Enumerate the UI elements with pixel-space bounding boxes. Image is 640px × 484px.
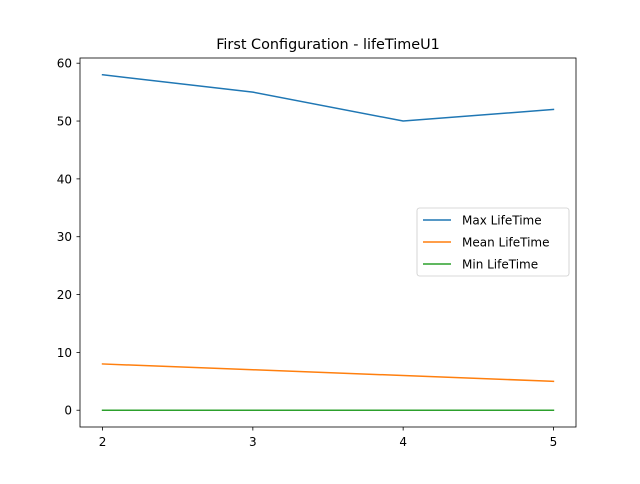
y-tick-label: 60	[57, 57, 72, 71]
x-tick-label: 2	[99, 435, 107, 449]
chart-title: First Configuration - lifeTimeU1	[216, 37, 440, 53]
series-line-mean-lifetime	[101, 363, 555, 383]
series-layer	[101, 73, 555, 411]
y-tick-label: 20	[57, 288, 72, 302]
legend: Max LifeTime Mean LifeTime Min LifeTime	[416, 207, 570, 277]
legend-entry-label: Max LifeTime	[462, 214, 542, 228]
legend-box	[416, 207, 570, 277]
x-tick-label: 4	[399, 435, 407, 449]
y-tick-label: 50	[57, 115, 72, 129]
legend-entry-label: Mean LifeTime	[462, 236, 550, 250]
x-tick-label: 5	[550, 435, 558, 449]
y-tick-label: 10	[57, 346, 72, 360]
legend-entry-label: Min LifeTime	[462, 258, 538, 272]
x-tick-label: 3	[249, 435, 257, 449]
x-axis: 2 3 4 5	[99, 427, 558, 449]
y-axis: 0 10 20 30 40 50 60	[57, 57, 80, 418]
y-tick-label: 40	[57, 172, 72, 186]
y-tick-label: 30	[57, 230, 72, 244]
y-tick-label: 0	[64, 404, 72, 418]
plot-area-frame	[79, 57, 577, 428]
series-line-max-lifetime	[101, 73, 555, 122]
